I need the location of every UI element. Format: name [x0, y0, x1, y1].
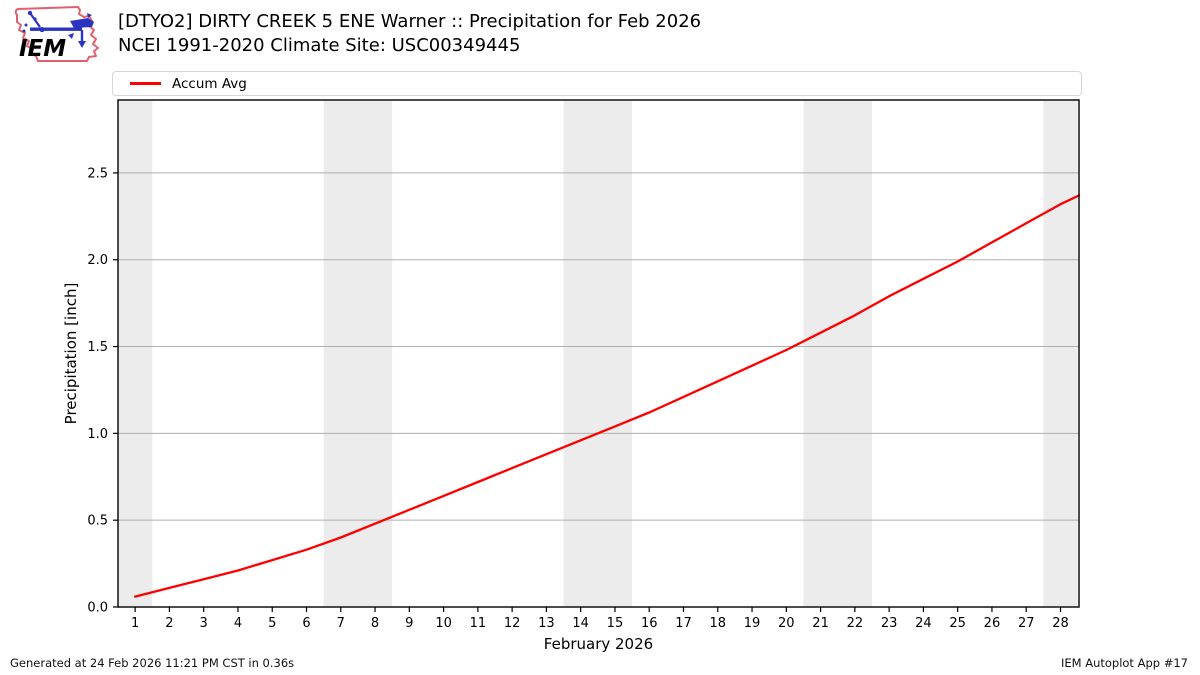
gridlines: [118, 172, 1079, 521]
weekend-band: [803, 100, 872, 607]
x-tick-label: 24: [915, 616, 932, 631]
x-tick-label: 7: [337, 616, 345, 631]
x-tick-label: 9: [405, 616, 413, 631]
y-tick-label: 1.5: [87, 340, 108, 355]
x-tick-label: 5: [268, 616, 276, 631]
x-tick-label: 21: [812, 616, 829, 631]
x-tick-label: 27: [1018, 616, 1035, 631]
x-tick-label: 2: [165, 616, 173, 631]
x-tick-label: 18: [709, 616, 726, 631]
weather-vane-icon: [22, 10, 94, 48]
x-tick-label: 19: [744, 616, 761, 631]
weekend-band: [1043, 100, 1078, 607]
y-tick-label: 2.0: [87, 253, 108, 268]
x-tick-label: 14: [572, 616, 589, 631]
x-tick-label: 4: [234, 616, 242, 631]
x-tick-label: 15: [607, 616, 624, 631]
x-tick-label: 26: [984, 616, 1001, 631]
x-tick-label: 10: [435, 616, 452, 631]
chart-title: [DTYO2] DIRTY CREEK 5 ENE Warner :: Prec…: [118, 11, 702, 32]
title-block: [DTYO2] DIRTY CREEK 5 ENE Warner :: Prec…: [118, 10, 701, 58]
x-tick-label: 16: [641, 616, 658, 631]
x-tick-label: 22: [847, 616, 864, 631]
generated-timestamp: Generated at 24 Feb 2026 11:21 PM CST in…: [10, 656, 295, 670]
x-tick-label: 3: [200, 616, 208, 631]
weekend-bands: [118, 100, 1078, 607]
x-tick-label: 11: [470, 616, 487, 631]
weekend-band: [118, 100, 153, 607]
x-axis-label: February 2026: [544, 635, 653, 653]
y-tick-label: 0.0: [87, 601, 108, 616]
x-tick-label: 12: [504, 616, 521, 631]
x-tick-label: 20: [778, 616, 795, 631]
iem-logo-text: IEM: [19, 36, 66, 62]
iem-logo: IEM: [14, 6, 99, 62]
x-axis: 1 2 3 4 5 6 7 8 9 10 11 12 13 14 15 16 17 18 19 20 21 22 23 24 2…: [131, 607, 1069, 653]
chart-subtitle: NCEI 1991-2020 Climate Site: USC00349445: [118, 35, 521, 56]
x-tick-label: 25: [949, 616, 966, 631]
legend-label: Accum Avg: [172, 75, 247, 92]
x-tick-label: 1: [131, 616, 139, 631]
app-credit: IEM Autoplot App #17: [1060, 656, 1188, 670]
accum-avg-line: [133, 194, 1081, 598]
y-tick-label: 2.5: [87, 166, 108, 181]
accum-avg-line-swatch-icon: [130, 82, 161, 85]
x-tick-label: 23: [881, 616, 898, 631]
y-axis-label: Precipitation [inch]: [62, 283, 80, 425]
x-tick-label: 28: [1052, 616, 1069, 631]
x-tick-label: 17: [675, 616, 692, 631]
y-axis: 0.0 0.5 1.0 1.5 2.0 2.5 Precipitation [inch]: [62, 166, 118, 616]
x-tick-label: 8: [371, 616, 379, 631]
weekend-band: [563, 100, 633, 607]
y-tick-label: 0.5: [87, 514, 108, 529]
plot-border: [117, 99, 1080, 608]
x-tick-label: 13: [538, 616, 555, 631]
x-tick-label: 6: [302, 616, 310, 631]
legend: Accum Avg: [112, 71, 1082, 96]
y-tick-label: 1.0: [87, 427, 108, 442]
